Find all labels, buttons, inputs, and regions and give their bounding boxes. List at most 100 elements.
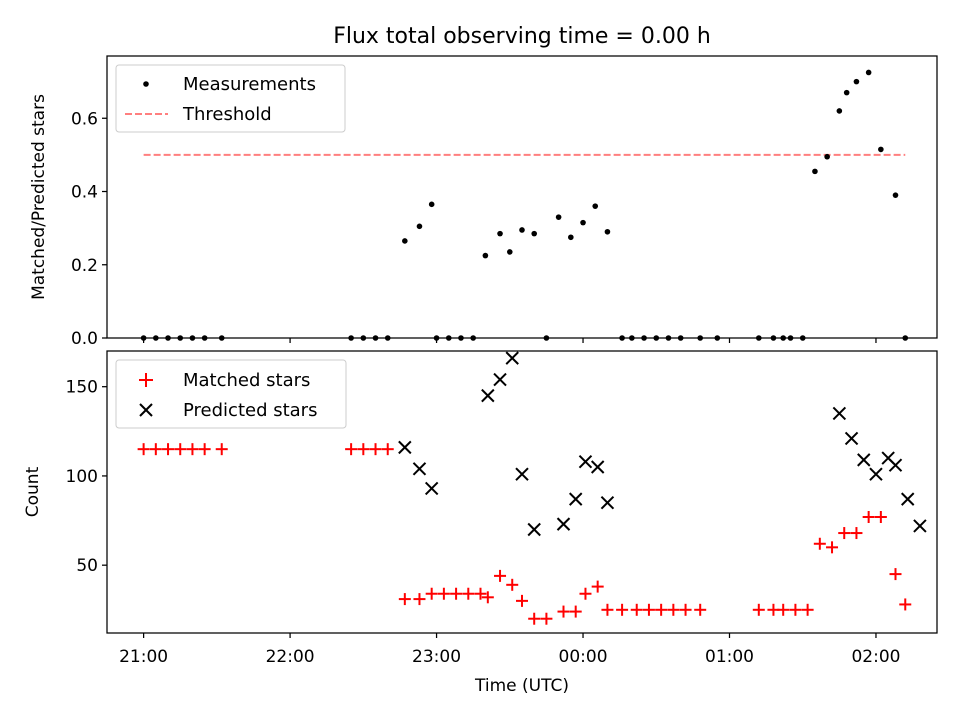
bottom-y-ticks: 50 100 150 — [66, 378, 107, 576]
top-panel: 0.0 0.2 0.4 0.6 Matched/Predicted stars Mea… — [29, 55, 938, 349]
measurement-point — [482, 252, 489, 259]
x-tick-label: 22:00 — [266, 647, 315, 667]
matched-star-point — [149, 443, 162, 456]
matched-star-point — [425, 587, 438, 600]
matched-star-point — [198, 443, 211, 456]
matched-star-point — [579, 587, 592, 600]
matched-star-point — [601, 603, 614, 616]
matched-star-point — [642, 603, 655, 616]
matched-star-point — [850, 527, 863, 540]
legend-measurements-marker — [143, 81, 149, 87]
matched-star-point — [437, 587, 450, 600]
predicted-star-point — [493, 372, 507, 387]
bottom-legend-box — [115, 359, 347, 429]
matched-star-point — [398, 593, 411, 606]
top-y-ticks: 0.0 0.2 0.4 0.6 — [71, 109, 107, 349]
predicted-star-point — [568, 492, 583, 506]
top-axes-frame — [106, 55, 938, 339]
measurement-point — [555, 214, 562, 220]
measurement-point — [568, 234, 574, 241]
measurement-point — [843, 89, 850, 96]
matched-star-point — [540, 612, 553, 625]
predicted-star-point — [515, 467, 529, 481]
x-tick-label: 21:00 — [119, 647, 168, 667]
matched-star-point — [667, 603, 680, 616]
x-tick-label: 00:00 — [559, 647, 608, 667]
legend-threshold-label: Threshold — [182, 104, 272, 125]
top-legend-box — [115, 64, 346, 133]
top-legend: Measurements Threshold — [115, 64, 346, 133]
measurement-point — [428, 201, 435, 208]
predicted-star-point — [481, 388, 495, 403]
matched-star-point — [494, 569, 507, 582]
measurement-point — [592, 203, 599, 209]
x-tick-label: 02:00 — [851, 647, 900, 667]
predicted-star-point — [590, 460, 605, 474]
x-tick-label: 23:00 — [412, 647, 461, 667]
predicted-star-point — [424, 481, 439, 496]
matched-star-point — [889, 568, 902, 581]
matched-star-point — [557, 605, 570, 618]
matched-star-point — [450, 587, 463, 600]
matched-star-point — [752, 603, 765, 616]
matched-star-point — [777, 603, 790, 616]
matched-star-point — [694, 603, 707, 616]
x-tick-label: 01:00 — [705, 647, 754, 667]
matched-star-point — [516, 594, 528, 607]
bottom-legend: Matched stars Predicted stars — [115, 359, 347, 429]
matched-star-point — [569, 605, 582, 618]
measurement-point — [531, 230, 538, 237]
matched-star-point — [591, 580, 604, 593]
matched-star-point — [481, 591, 494, 604]
matched-star-point — [862, 510, 875, 523]
measurement-point — [853, 78, 860, 85]
bottom-x-ticks: 21:00 22:00 23:00 00:00 01:00 02:00 — [119, 633, 900, 667]
predicted-star-point — [900, 492, 915, 506]
measurement-point — [604, 228, 611, 235]
predicted-star-point — [869, 467, 883, 481]
matched-star-point — [801, 603, 814, 616]
matched-star-point — [474, 587, 487, 600]
predicted-star-point — [398, 440, 412, 455]
measurement-point — [812, 168, 818, 175]
bottom-y-tick-label: 50 — [76, 556, 98, 576]
matched-star-point — [838, 527, 851, 540]
matched-star-point — [381, 443, 394, 456]
predicted-star-point — [556, 517, 571, 531]
matched-star-point — [616, 603, 629, 616]
measurement-point — [497, 230, 503, 237]
bottom-y-tick-label: 150 — [66, 378, 98, 398]
measurement-point — [580, 219, 586, 226]
matched-star-point — [369, 443, 382, 456]
matched-star-point — [186, 443, 199, 456]
matched-star-point — [174, 443, 187, 456]
matched-star-point — [137, 443, 150, 456]
predicted-star-point — [888, 458, 903, 472]
top-y-tick-label: 0.6 — [71, 109, 98, 129]
matched-star-point — [528, 612, 541, 625]
bottom-y-tick-label: 100 — [66, 467, 98, 487]
legend-predicted-marker — [139, 403, 153, 417]
matched-star-point — [789, 603, 802, 616]
measurement-point — [836, 108, 843, 114]
measurement-point — [402, 238, 408, 244]
predicted-star-point — [857, 453, 871, 467]
measurement-point — [865, 69, 872, 76]
x-axis-label: Time (UTC) — [474, 676, 569, 696]
predicted-star-point — [832, 406, 847, 421]
bottom-axes-frame — [106, 350, 938, 634]
predicted-star-point — [578, 454, 593, 469]
measurement-point — [519, 227, 525, 233]
matched-star-point — [462, 587, 475, 600]
matched-star-point — [630, 603, 643, 616]
predicted-star-point — [913, 519, 927, 533]
matched-star-point — [826, 541, 839, 554]
matched-star-point — [655, 603, 668, 616]
predicted-star-point — [412, 462, 427, 476]
predicted-star-point — [844, 431, 859, 446]
matched-star-point — [357, 443, 370, 456]
measurement-point — [878, 146, 884, 153]
matched-star-point — [215, 443, 228, 456]
